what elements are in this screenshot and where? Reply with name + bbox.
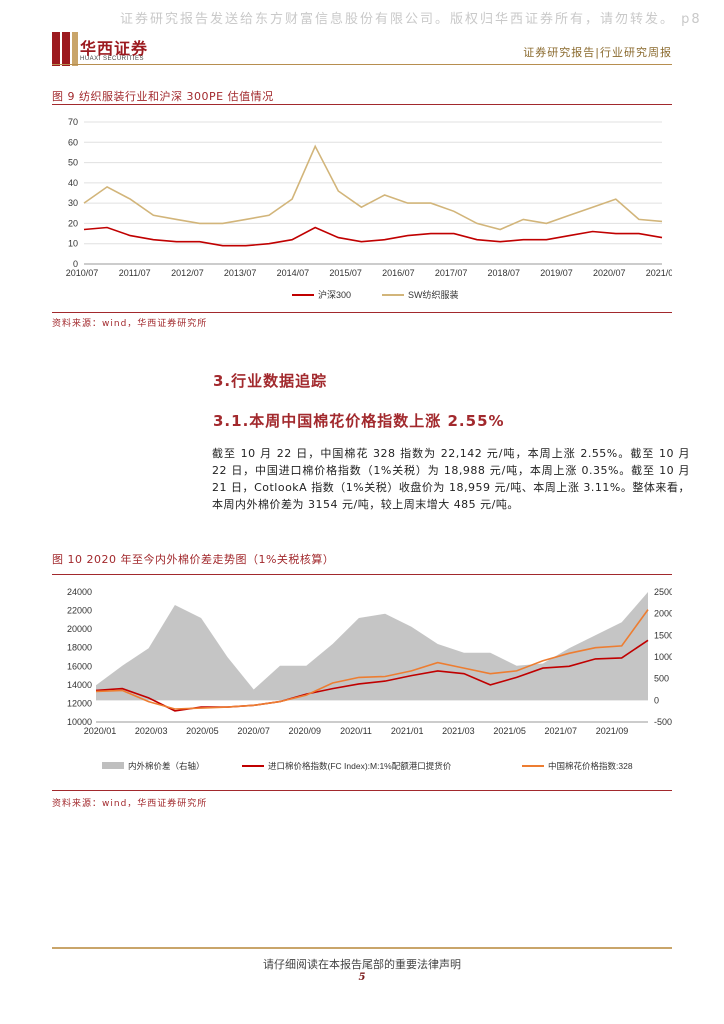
y-left-tick-label: 22000 — [67, 606, 92, 616]
spread-area — [96, 592, 648, 701]
footer-divider — [52, 947, 672, 949]
x-tick-label: 2021/09 — [596, 726, 629, 736]
x-tick-label: 2020/07 — [237, 726, 270, 736]
legend-label: 内外棉价差（右轴） — [128, 761, 205, 771]
y-left-tick-label: 14000 — [67, 680, 92, 690]
x-tick-label: 2020/05 — [186, 726, 219, 736]
y-left-tick-label: 12000 — [67, 698, 92, 708]
x-tick-label: 2017/07 — [435, 268, 468, 278]
y-right-tick-label: 1500 — [654, 630, 672, 640]
y-tick-label: 0 — [73, 259, 78, 269]
figure10-chart: 1000012000140001600018000200002200024000… — [67, 587, 672, 771]
page-number: 5 — [358, 972, 366, 983]
logo-name-cn: 华西证券 — [80, 39, 149, 58]
figure9-title: 图 9 纺织服装行业和沪深 300PE 估值情况 — [52, 90, 274, 103]
figure9-bottom-rule — [52, 312, 672, 313]
y-right-tick-label: 2000 — [654, 609, 672, 619]
figure10-bottom-rule — [52, 790, 672, 791]
x-tick-label: 2021/05 — [493, 726, 526, 736]
logo-name-en: HUAXI SECURITIES — [80, 56, 145, 62]
legend-label: SW纺织服装 — [408, 289, 459, 300]
y-right-tick-label: 0 — [654, 695, 659, 705]
huaxi-logo-icon — [52, 32, 78, 66]
x-tick-label: 2021/03 — [442, 726, 475, 736]
section-paragraph: 截至 10 月 22 日，中国棉花 328 指数为 22,142 元/吨，本周上… — [212, 447, 690, 511]
section-heading: 3.行业数据追踪 — [213, 372, 328, 390]
x-tick-label: 2020/01 — [84, 726, 117, 736]
x-tick-label: 2019/07 — [540, 268, 573, 278]
figure9-source: 资料来源：wind，华西证券研究所 — [52, 319, 208, 329]
x-tick-label: 2020/09 — [289, 726, 322, 736]
y-left-tick-label: 20000 — [67, 624, 92, 634]
x-tick-label: 2021/07 — [646, 268, 672, 278]
y-right-tick-label: -500 — [654, 717, 672, 727]
legend-swatch — [102, 762, 124, 769]
y-tick-label: 20 — [68, 218, 78, 228]
figure10-source: 资料来源：wind，华西证券研究所 — [52, 799, 208, 809]
y-tick-label: 60 — [68, 137, 78, 147]
y-right-tick-label: 2500 — [654, 587, 672, 597]
x-tick-label: 2015/07 — [329, 268, 362, 278]
y-right-tick-label: 500 — [654, 674, 669, 684]
y-left-tick-label: 18000 — [67, 643, 92, 653]
y-left-tick-label: 10000 — [67, 717, 92, 727]
y-left-tick-label: 24000 — [67, 587, 92, 597]
legend-label: 进口棉价格指数(FC Index):M:1%配额港口提货价 — [268, 761, 452, 771]
report-type: 证券研究报告|行业研究周报 — [523, 46, 672, 59]
x-tick-label: 2012/07 — [171, 268, 204, 278]
x-tick-label: 2014/07 — [277, 268, 310, 278]
x-tick-label: 2016/07 — [382, 268, 415, 278]
y-tick-label: 30 — [68, 198, 78, 208]
figure9-top-rule — [52, 104, 672, 105]
figure10-title: 图 10 2020 年至今内外棉价差走势图（1%关税核算） — [52, 553, 335, 566]
figure10-top-rule — [52, 574, 672, 575]
series-line — [83, 144, 663, 231]
footer-disclaimer: 请仔细阅读在本报告尾部的重要法律声明 — [263, 958, 461, 971]
series-line — [83, 226, 663, 247]
x-tick-label: 2010/07 — [66, 268, 99, 278]
y-tick-label: 50 — [68, 158, 78, 168]
series-line — [95, 609, 649, 710]
x-tick-label: 2020/11 — [340, 726, 372, 736]
legend-label: 沪深300 — [318, 289, 351, 300]
x-tick-label: 2020/03 — [135, 726, 168, 736]
header-divider — [52, 64, 672, 65]
y-tick-label: 40 — [68, 178, 78, 188]
y-tick-label: 70 — [68, 117, 78, 127]
legend-label: 中国棉花价格指数:328 — [548, 761, 633, 771]
y-tick-label: 10 — [68, 239, 78, 249]
x-tick-label: 2013/07 — [224, 268, 257, 278]
figure9-chart: 0 10 20 30 40 50 60 70 2010/07 2011/07 2012/07 2013… — [66, 117, 672, 300]
y-right-tick-label: 1000 — [654, 652, 672, 662]
x-tick-label: 2018/07 — [488, 268, 521, 278]
x-tick-label: 2021/01 — [391, 726, 424, 736]
x-tick-label: 2021/07 — [545, 726, 578, 736]
y-left-tick-label: 16000 — [67, 661, 92, 671]
watermark: 证券研究报告发送给东方财富信息股份有限公司。版权归华西证券所有，请勿转发。 p8 — [120, 12, 702, 27]
x-tick-label: 2011/07 — [119, 268, 151, 278]
section-subheading: 3.1.本周中国棉花价格指数上涨 2.55% — [213, 412, 505, 430]
x-tick-label: 2020/07 — [593, 268, 626, 278]
